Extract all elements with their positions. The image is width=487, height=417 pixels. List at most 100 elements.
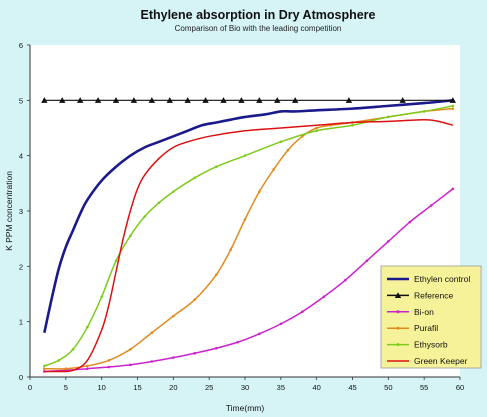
y-tick-label: 2 (19, 262, 23, 271)
series-layer (41, 97, 457, 373)
x-tick-label: 60 (456, 383, 464, 392)
x-tick-label: 10 (97, 383, 105, 392)
data-point-ethysorb (100, 295, 103, 299)
data-point-purafil (315, 126, 318, 130)
y-tick-label: 0 (19, 373, 23, 382)
data-point-bi-on (215, 346, 218, 350)
data-point-reference (345, 97, 353, 103)
data-point-purafil (243, 218, 247, 221)
legend-label-reference: Reference (414, 290, 453, 300)
x-tick-label: 15 (133, 383, 141, 392)
data-point-ethysorb (279, 140, 283, 144)
data-point-purafil (215, 273, 218, 276)
data-point-purafil (150, 331, 154, 335)
x-tick-label: 40 (312, 383, 320, 392)
data-point-bi-on (387, 240, 390, 243)
data-point-ethysorb (243, 154, 247, 157)
data-point-ethysorb (215, 165, 218, 169)
data-point-reference (148, 97, 156, 103)
data-point-reference (59, 97, 66, 103)
data-point-bi-on (86, 367, 89, 371)
data-point-bi-on (408, 220, 412, 224)
x-tick-label: 20 (169, 383, 177, 392)
data-point-purafil (172, 314, 175, 318)
series-ethysorb (43, 104, 455, 368)
data-point-purafil (451, 107, 455, 110)
data-point-bi-on (365, 259, 369, 263)
legend-marker-ethysorb (396, 343, 400, 347)
data-point-bi-on (150, 360, 154, 363)
data-point-purafil (286, 148, 290, 152)
legend-label-purafil: Purafil (414, 323, 438, 333)
data-point-bi-on (279, 322, 283, 326)
legend-label-ethylen-control: Ethylen control (414, 274, 470, 284)
y-tick-label: 5 (19, 96, 23, 105)
series-line-green-keeper (44, 118, 454, 373)
data-point-reference (238, 97, 245, 103)
data-point-bi-on (258, 332, 261, 336)
x-tick-label: 50 (384, 383, 392, 392)
x-tick-label: 30 (241, 383, 249, 392)
series-ethylen-control (43, 99, 453, 334)
x-tick-label: 0 (28, 383, 32, 392)
series-reference (41, 97, 457, 103)
data-point-reference (112, 97, 120, 103)
data-point-reference (94, 97, 102, 103)
data-point-reference (399, 97, 406, 103)
legend-label-ethysorb: Ethysorb (414, 340, 448, 350)
legend-marker-purafil (396, 326, 400, 330)
y-tick-label: 6 (19, 41, 23, 50)
data-point-ethysorb (193, 176, 197, 180)
x-tick-label: 45 (348, 383, 356, 392)
x-tick-label: 25 (205, 383, 213, 392)
data-point-purafil (107, 359, 111, 362)
data-point-ethysorb (43, 364, 46, 368)
y-tick-label: 4 (19, 152, 23, 161)
data-point-ethysorb (351, 123, 354, 127)
y-tick-label: 1 (19, 318, 23, 327)
legend: Ethylen control Reference Bi-on Purafil Ethy… (380, 265, 482, 369)
data-point-ethysorb (129, 234, 132, 238)
legend-label-green-keeper: Green Keeper (414, 356, 468, 366)
legend-label-bi-on: Bi-on (414, 307, 434, 317)
series-line-ethylen-control (43, 99, 453, 334)
x-tick-label: 55 (420, 383, 428, 392)
chart-title: Ethylene absorption in Dry Atmosphere (141, 8, 376, 22)
data-point-reference (291, 97, 299, 103)
x-tick-label: 35 (277, 383, 285, 392)
data-point-ethysorb (422, 110, 426, 113)
data-point-reference (41, 97, 48, 103)
data-point-purafil (229, 248, 232, 252)
chart-subtitle: Comparison of Bio with the leading compe… (175, 24, 342, 33)
data-point-reference (449, 97, 457, 103)
data-point-bi-on (172, 356, 175, 359)
data-point-ethysorb (114, 259, 118, 263)
data-point-ethysorb (451, 104, 455, 108)
data-point-purafil (43, 367, 46, 371)
data-point-ethysorb (157, 201, 161, 204)
data-point-ethysorb (86, 325, 89, 329)
data-point-reference (184, 97, 191, 103)
legend-box (380, 265, 482, 369)
series-line-bi-on (44, 188, 454, 373)
data-point-ethysorb (71, 348, 75, 351)
data-point-ethysorb (387, 115, 390, 119)
series-bi-on (43, 187, 455, 373)
data-point-reference (166, 97, 173, 103)
data-point-bi-on (129, 363, 132, 367)
data-point-purafil (129, 348, 132, 351)
data-point-bi-on (301, 310, 304, 314)
data-point-bi-on (107, 365, 111, 369)
data-point-bi-on (451, 187, 455, 191)
data-point-purafil (86, 364, 89, 368)
data-point-reference (76, 97, 84, 103)
data-point-bi-on (193, 351, 197, 355)
data-point-reference (256, 97, 263, 103)
data-point-reference (130, 97, 138, 103)
data-point-ethysorb (57, 359, 60, 362)
x-axis-label: Time(mm) (226, 403, 265, 413)
data-point-reference (274, 97, 281, 103)
data-point-ethysorb (172, 190, 175, 193)
legend-marker-bi-on (396, 310, 400, 314)
